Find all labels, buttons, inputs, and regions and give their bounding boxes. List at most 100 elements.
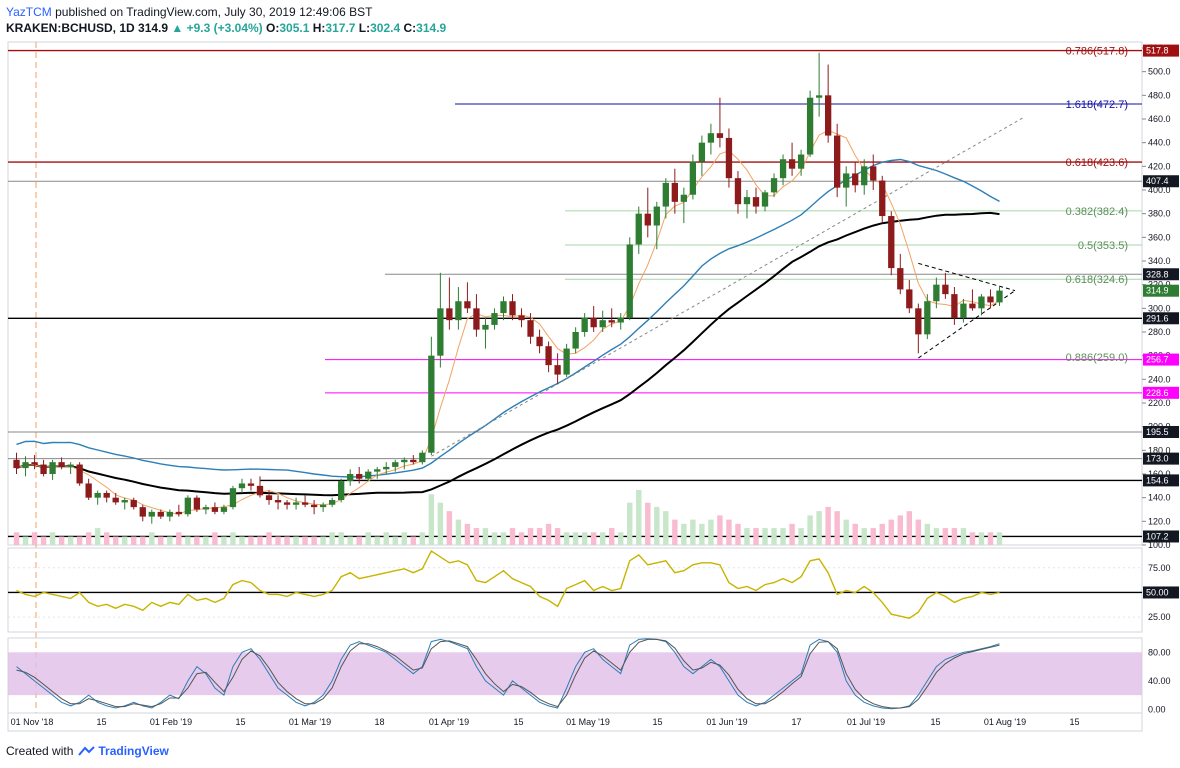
candle-body [734, 178, 742, 205]
candle-body [274, 500, 282, 503]
stoch-rsi-pane[interactable]: 0.00 40.00 80.00 [7, 637, 1171, 714]
candle-body [897, 268, 904, 290]
time-tick-label: 15 [96, 717, 106, 727]
volume-bar [527, 528, 534, 545]
stoch-tick-label: 80.00 [1148, 647, 1171, 657]
candle-body [256, 485, 264, 496]
time-tick-label: 01 Jul '19 [847, 717, 885, 727]
candle-body [40, 464, 47, 474]
candle-body [491, 313, 498, 325]
candle-body [157, 511, 164, 517]
candle-body [527, 320, 534, 337]
triangle-upper-line [918, 262, 1016, 292]
author-link[interactable]: YazTCM [6, 5, 52, 19]
price-tick-label: 400.0 [1148, 185, 1171, 195]
close-label: C: [403, 21, 417, 35]
fib-label: 0.618(423.6) [1066, 157, 1128, 169]
high-label: H: [312, 21, 326, 35]
volume-bar [663, 511, 669, 545]
candle-body [906, 289, 913, 309]
volume-bar [545, 523, 552, 545]
volume-bar [906, 511, 913, 545]
volume-bar [374, 536, 380, 545]
price-tick-label: 480.0 [1148, 90, 1171, 100]
price-tick-label: 320.0 [1148, 280, 1171, 290]
candle-body [554, 365, 561, 375]
volume-bar [464, 523, 471, 545]
volume-bar [356, 536, 362, 545]
candle-body [915, 308, 922, 335]
volume-bar [338, 532, 344, 545]
volume-bar [302, 536, 308, 545]
candle-body [202, 507, 210, 510]
fib-label: 0.886(259.0) [1066, 352, 1128, 364]
candle-body [437, 308, 444, 356]
candle-body [76, 464, 83, 484]
candle-body [238, 483, 246, 489]
candle-body [473, 308, 480, 330]
volume-bar [230, 532, 236, 545]
volume-bar [49, 532, 56, 545]
level-price-box [1143, 425, 1179, 438]
candle-body [310, 504, 318, 508]
level-price-text: 228.6 [1146, 388, 1169, 398]
created-with-text: Created with [6, 744, 74, 758]
volume-bar [40, 536, 47, 545]
level-price-box [1143, 268, 1179, 281]
volume-bar [239, 536, 245, 545]
volume-bar [455, 519, 462, 545]
volume-bar [852, 523, 858, 545]
time-axis[interactable]: 01 Nov '18 15 01 Feb '19 15 01 Mar '19 18 01 A… [7, 712, 1143, 732]
volume-bar [681, 523, 687, 545]
volume-bar [590, 532, 597, 545]
candle-body [545, 346, 552, 366]
volume-bar [392, 536, 398, 545]
volume-bar [581, 532, 588, 545]
volume-bar [58, 536, 65, 545]
candle-body [455, 301, 462, 321]
price-tick-label: 300.0 [1148, 303, 1171, 313]
candle-body [509, 301, 516, 316]
volume-bar [185, 536, 191, 545]
volume-bar [383, 532, 389, 545]
level-price-text: 107.2 [1146, 531, 1169, 541]
volume-bar [572, 532, 579, 545]
candle-body [130, 500, 137, 508]
candle-body [644, 213, 651, 226]
candle-body [500, 301, 507, 314]
volume-bar [320, 536, 326, 545]
level-price-text: 195.5 [1146, 427, 1169, 437]
candle-body [716, 133, 724, 138]
volume-bar [699, 523, 705, 545]
volume-bar [924, 523, 931, 545]
time-tick-label: 17 [791, 717, 801, 727]
rsi-tick-label: 75.00 [1148, 563, 1171, 573]
level-price-box [1143, 474, 1179, 487]
candle-body [843, 173, 850, 188]
fib-label: 0.382(382.4) [1066, 206, 1128, 218]
candle-body [942, 284, 949, 295]
time-tick-label: 01 Mar '19 [289, 717, 331, 727]
candle-body [743, 197, 751, 205]
volume-bar [554, 528, 561, 545]
symbol-label: KRAKEN:BCHUSD, 1D [6, 21, 135, 35]
volume-bar [158, 536, 164, 545]
publish-line: YazTCM published on TradingView.com, Jul… [6, 4, 446, 20]
price-pane-frame [7, 41, 1143, 546]
candle-body [599, 320, 606, 328]
candle-body [374, 469, 381, 472]
volume-bar [85, 532, 92, 545]
volume-bar [212, 532, 218, 545]
tradingview-logo[interactable]: TradingView [77, 744, 169, 758]
candle-body [671, 182, 678, 202]
price-pane[interactable]: 100.0120.0140.0160.0180.0200.0220.0240.0… [7, 41, 1179, 713]
candle-body [581, 317, 588, 332]
symbol-line: KRAKEN:BCHUSD, 1D 314.9 ▲ +9.3 (+3.04%) … [6, 20, 446, 36]
candle-body [617, 317, 624, 323]
fib-label: 0.786(517.8) [1066, 46, 1128, 58]
time-tick-label: 01 Jun '19 [706, 717, 747, 727]
candle-body [184, 497, 192, 515]
level-price-box [1143, 175, 1179, 188]
